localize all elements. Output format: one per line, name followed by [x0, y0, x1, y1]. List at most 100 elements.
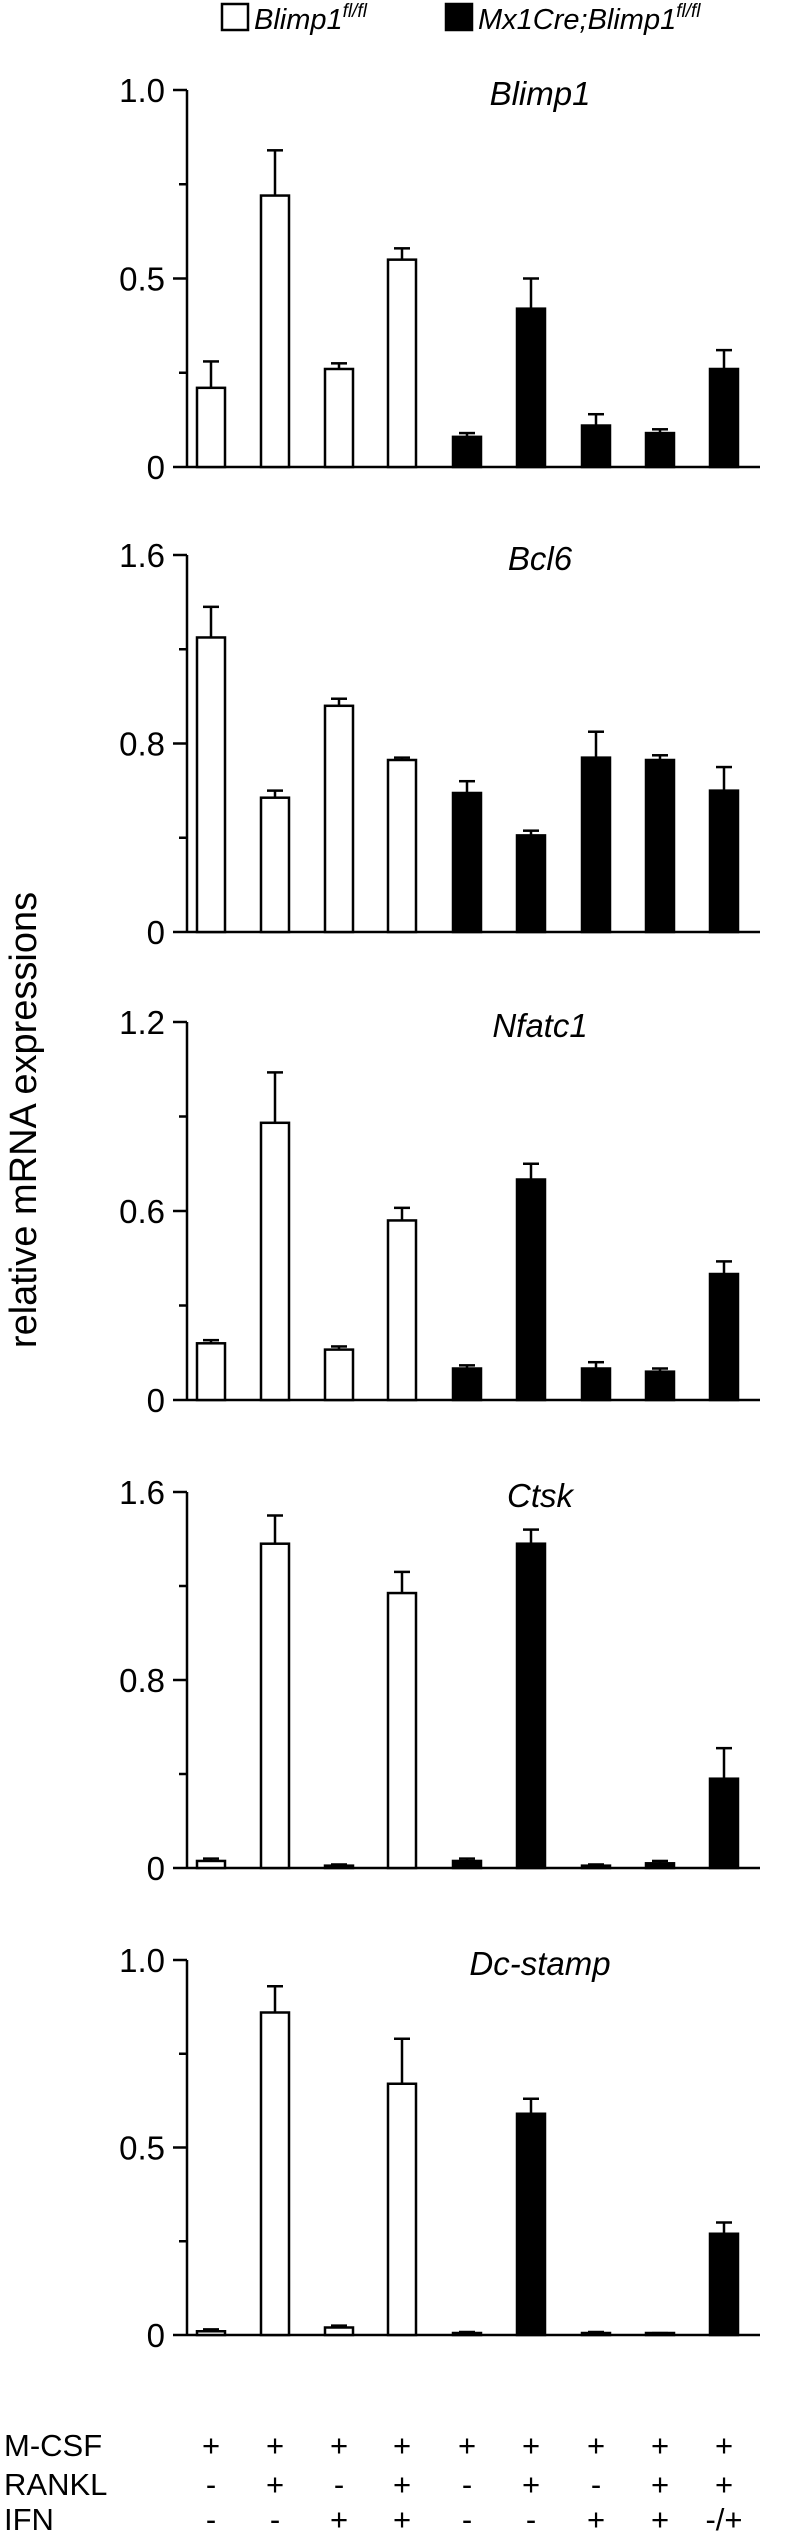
error-bar: [267, 1514, 283, 1544]
y-tick-label: 0: [147, 914, 165, 951]
bar: [195, 2330, 227, 2337]
panel-title: Dc-stamp: [469, 1945, 610, 1982]
bar: [515, 307, 547, 469]
y-axis-label: relative mRNA expressions: [3, 892, 45, 1348]
panel-blimp1: Blimp1 0 0.5 1.0: [119, 72, 760, 486]
error-bar: [331, 1345, 347, 1350]
y-tick-label: 1.6: [119, 537, 165, 574]
bar: [580, 424, 612, 469]
error-bar: [652, 428, 668, 434]
bar: [386, 2082, 418, 2337]
legend-label-wt: Blimp1fl/fl: [254, 1, 368, 36]
bar: [580, 756, 612, 934]
panel-title: Nfatc1: [492, 1007, 587, 1044]
condition-sign: -: [206, 2467, 216, 2502]
error-bar: [459, 2330, 475, 2334]
bar: [195, 1342, 227, 1402]
error-bar: [394, 756, 410, 760]
bar: [195, 386, 227, 469]
condition-sign: +: [715, 2428, 733, 2463]
error-bar: [203, 605, 219, 638]
legend: Blimp1fl/fl Mx1Cre;Blimp1fl/fl: [220, 1, 701, 36]
y-tick-label: 0.5: [119, 261, 165, 298]
legend-label-ko: Mx1Cre;Blimp1fl/fl: [478, 1, 701, 36]
condition-sign: -: [270, 2502, 280, 2537]
error-bar: [716, 2221, 732, 2234]
error-bar: [203, 1338, 219, 1344]
bar: [259, 2011, 291, 2337]
panel-title: Blimp1: [490, 75, 591, 112]
error-bar: [394, 1570, 410, 1594]
condition-label: IFN: [4, 2502, 54, 2537]
conditions-table: M-CSF + + + + + + + + +RANKL - + - + - + - + +IFN - - + + - - + + -…: [4, 2428, 743, 2537]
error-bar: [523, 829, 539, 836]
error-bar: [203, 1857, 219, 1861]
y-tick-label: 1.0: [119, 1942, 165, 1979]
error-bar: [523, 1162, 539, 1180]
error-bar: [267, 789, 283, 798]
bar: [323, 1864, 355, 1870]
error-bar: [203, 360, 219, 388]
condition-sign: +: [393, 2428, 411, 2463]
error-bar: [394, 1206, 410, 1221]
bar: [323, 2326, 355, 2337]
condition-sign: +: [587, 2428, 605, 2463]
error-bar: [267, 1071, 283, 1123]
bar: [708, 1777, 740, 1870]
condition-label: RANKL: [4, 2467, 107, 2502]
condition-sign: +: [651, 2502, 669, 2537]
bar: [259, 796, 291, 934]
condition-sign: +: [522, 2467, 540, 2502]
bar: [515, 1178, 547, 1402]
bar: [259, 1121, 291, 1402]
error-bar: [716, 1260, 732, 1274]
bar: [580, 2331, 612, 2337]
legend-swatch-ko: [444, 2, 474, 32]
condition-sign: +: [266, 2467, 284, 2502]
condition-sign: +: [202, 2428, 220, 2463]
error-bar: [588, 2330, 604, 2334]
bar: [708, 1272, 740, 1402]
bar: [644, 758, 676, 934]
y-tick-label: 0.8: [119, 726, 165, 763]
y-tick-label: 0.6: [119, 1193, 165, 1230]
bar: [386, 1219, 418, 1402]
error-bar: [459, 779, 475, 793]
error-bar: [267, 149, 283, 196]
bar: [451, 2331, 483, 2337]
bar: [451, 1367, 483, 1402]
error-bar: [652, 1367, 668, 1372]
panel-ctsk: Ctsk 0 0.8 1.6: [119, 1474, 760, 1887]
error-bar: [459, 431, 475, 437]
bar: [323, 1348, 355, 1402]
error-bar: [652, 754, 668, 760]
bar: [708, 789, 740, 934]
bar: [580, 1864, 612, 1870]
bar: [451, 791, 483, 934]
error-bar: [394, 247, 410, 260]
y-tick-label: 1.2: [119, 1004, 165, 1041]
error-bar: [652, 2331, 668, 2335]
bar: [644, 1862, 676, 1870]
condition-sign: +: [393, 2467, 411, 2502]
bar: [580, 1367, 612, 1402]
bar: [644, 1370, 676, 1402]
y-tick-label: 0: [147, 2317, 165, 2354]
condition-sign: +: [651, 2467, 669, 2502]
y-tick-label: 0.5: [119, 2130, 165, 2167]
error-bar: [523, 1528, 539, 1544]
bar: [259, 1542, 291, 1870]
condition-sign: +: [458, 2428, 476, 2463]
error-bar: [459, 1857, 475, 1861]
error-bar: [523, 2097, 539, 2114]
condition-sign: +: [522, 2428, 540, 2463]
bar: [644, 431, 676, 469]
error-bar: [523, 277, 539, 309]
bar: [323, 367, 355, 469]
bar: [708, 2232, 740, 2337]
error-bar: [588, 730, 604, 758]
condition-sign: +: [715, 2467, 733, 2502]
error-bar: [203, 2328, 219, 2332]
bar: [451, 435, 483, 469]
